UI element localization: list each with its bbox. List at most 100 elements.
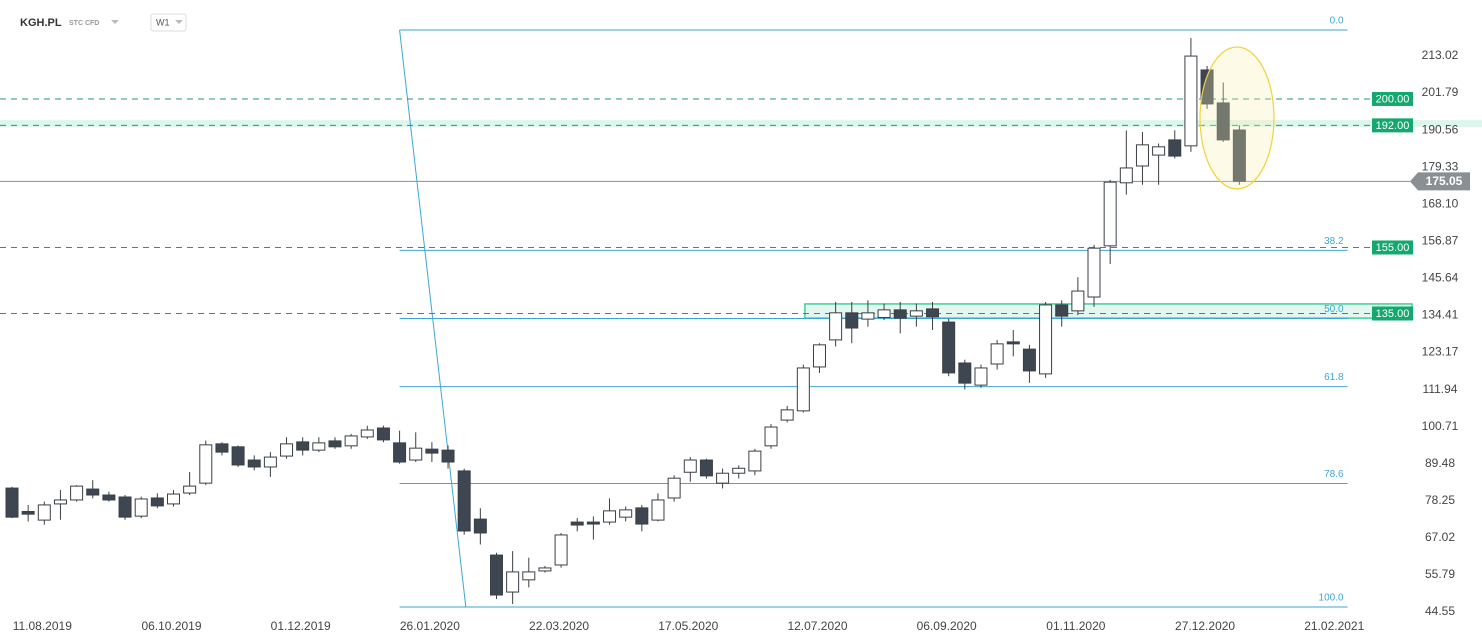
candle-body bbox=[53, 499, 67, 505]
y-tick-label: 168.10 bbox=[1422, 196, 1459, 210]
candle-body bbox=[150, 497, 164, 507]
x-tick-label: 01.11.2020 bbox=[1046, 619, 1105, 633]
candle-body bbox=[1135, 144, 1149, 167]
x-tick-label: 21.02.2021 bbox=[1304, 619, 1364, 633]
interval: W1 bbox=[156, 17, 170, 27]
candle-body bbox=[554, 534, 568, 566]
candle-body bbox=[699, 459, 713, 477]
y-tick-label: 213.02 bbox=[1422, 48, 1459, 62]
candle-body bbox=[893, 309, 907, 319]
candle-body bbox=[586, 521, 600, 525]
candle-body bbox=[409, 447, 423, 461]
x-tick-label: 12.07.2020 bbox=[787, 619, 847, 633]
y-tick-label: 111.94 bbox=[1423, 382, 1458, 396]
level-badge bbox=[1372, 240, 1413, 255]
candle-body bbox=[312, 442, 326, 451]
candle-body bbox=[344, 435, 358, 447]
level-badge bbox=[1372, 306, 1413, 321]
candle-body bbox=[764, 426, 778, 447]
x-tick-label: 22.03.2020 bbox=[529, 619, 589, 633]
fib-label: 100.0 bbox=[1319, 593, 1344, 604]
candle-body bbox=[1152, 146, 1166, 156]
candle-body bbox=[1039, 304, 1053, 375]
x-tick-label: 01.12.2019 bbox=[271, 619, 331, 633]
candle-body bbox=[1168, 139, 1182, 157]
candle-body bbox=[441, 449, 455, 463]
candle-body bbox=[1071, 290, 1085, 312]
plot: 0.0 38.2 50.0 61.8 78.6 100.0 200.00 192.00 155.… bbox=[0, 16, 1482, 633]
y-tick-label: 78.25 bbox=[1425, 493, 1455, 507]
x-tick-label: 06.10.2019 bbox=[141, 619, 201, 633]
candle-body bbox=[635, 507, 649, 525]
level-label: 135.00 bbox=[1376, 308, 1410, 320]
candle-body bbox=[845, 312, 859, 329]
candle-body bbox=[134, 498, 148, 517]
candle-body bbox=[538, 567, 552, 572]
y-tick-label: 134.41 bbox=[1422, 308, 1459, 322]
y-tick-label: 55.79 bbox=[1425, 567, 1455, 581]
candle-body bbox=[796, 367, 810, 412]
highlight-ellipse bbox=[1199, 46, 1275, 190]
candle-body bbox=[909, 310, 923, 317]
price-label: 175.05 bbox=[1426, 174, 1463, 188]
candle-body bbox=[780, 409, 794, 421]
candle-body bbox=[280, 443, 294, 457]
candle-body bbox=[489, 554, 503, 596]
candle-body bbox=[1022, 348, 1036, 372]
y-tick-label: 67.02 bbox=[1425, 530, 1455, 544]
candle-body bbox=[958, 362, 972, 384]
candle-body bbox=[1216, 102, 1230, 141]
candle-body bbox=[732, 467, 746, 474]
candle-body bbox=[86, 488, 100, 496]
candle-body bbox=[328, 440, 342, 448]
candle-body bbox=[812, 344, 826, 368]
candle-body bbox=[118, 496, 132, 518]
candle-body bbox=[974, 367, 988, 386]
level-badge bbox=[1372, 91, 1413, 106]
candle-body bbox=[263, 456, 277, 468]
x-tick-label: 27.12.2020 bbox=[1175, 619, 1235, 633]
candle-body bbox=[667, 477, 681, 499]
fib-label: 61.8 bbox=[1324, 372, 1344, 383]
candle-body bbox=[716, 472, 730, 484]
x-tick-label: 06.09.2020 bbox=[917, 619, 977, 633]
y-tick-label: 100.71 bbox=[1422, 419, 1459, 433]
candle-body bbox=[21, 511, 35, 515]
y-tick-label: 145.64 bbox=[1422, 271, 1459, 285]
candle-body bbox=[522, 571, 536, 581]
candle-body bbox=[296, 441, 310, 451]
candle-body bbox=[603, 510, 617, 523]
x-tick-label: 17.05.2020 bbox=[658, 619, 718, 633]
candle-body bbox=[5, 487, 19, 518]
candle-body bbox=[1103, 181, 1117, 247]
fib-label: 78.6 bbox=[1324, 469, 1344, 480]
candle-body bbox=[683, 459, 697, 473]
x-tick-label: 26.01.2020 bbox=[400, 619, 460, 633]
candle-body bbox=[570, 521, 584, 526]
candle-body bbox=[748, 450, 762, 472]
dropdown-caret bbox=[175, 20, 183, 24]
candle-body bbox=[926, 308, 940, 318]
level-badge bbox=[1372, 118, 1413, 133]
candle-body bbox=[829, 312, 843, 341]
y-tick-label: 179.33 bbox=[1422, 159, 1459, 173]
symbol: KGH.PL bbox=[20, 17, 62, 29]
candle-body bbox=[1232, 129, 1246, 182]
candle-body bbox=[457, 470, 471, 532]
level-label: 192.00 bbox=[1376, 120, 1410, 132]
candle-body bbox=[231, 446, 245, 466]
candle-body bbox=[247, 459, 261, 468]
price-badge bbox=[1410, 172, 1470, 191]
level-label: 155.00 bbox=[1376, 242, 1410, 254]
dropdown-caret[interactable] bbox=[111, 20, 119, 24]
candle-body bbox=[473, 518, 487, 534]
candle-body bbox=[861, 312, 875, 320]
zone bbox=[0, 120, 1482, 128]
candle-body bbox=[70, 485, 84, 501]
interval-dropdown[interactable] bbox=[150, 13, 187, 32]
candle-body bbox=[1184, 55, 1198, 147]
candle-body bbox=[393, 442, 407, 463]
candle-body bbox=[990, 343, 1004, 365]
